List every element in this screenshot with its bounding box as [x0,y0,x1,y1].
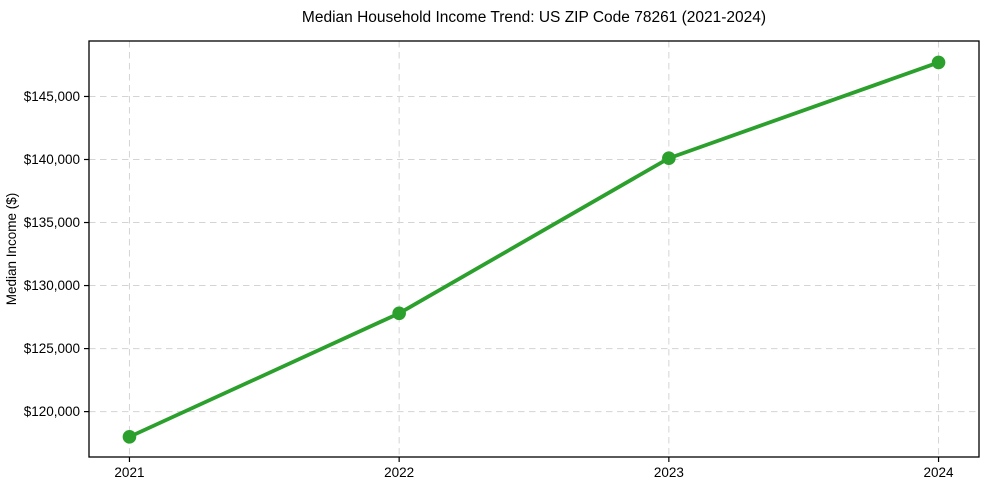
y-axis-label: Median Income ($) [4,193,19,306]
y-tick-label: $125,000 [24,341,80,356]
y-tick-label: $145,000 [24,89,80,104]
data-point-marker [662,151,676,166]
y-tick-label: $135,000 [24,215,80,230]
x-tick-label: 2024 [924,465,955,480]
data-point-marker [392,306,406,321]
x-tick-label: 2021 [114,465,144,480]
plot-border [88,40,980,458]
data-point-marker [122,430,137,444]
chart-title: Median Household Income Trend: US ZIP Co… [302,9,766,26]
y-tick-label: $140,000 [24,152,80,167]
plot-area: 2021 2022 2023 2024 $120,000 $125,000 $130,000… [24,40,980,480]
x-tick-label: 2023 [654,465,684,480]
data-point-marker [931,55,946,70]
y-tick-label: $120,000 [24,404,80,419]
series-line [127,60,941,439]
x-tick-label: 2022 [384,465,414,480]
y-tick-label: $130,000 [24,278,80,293]
